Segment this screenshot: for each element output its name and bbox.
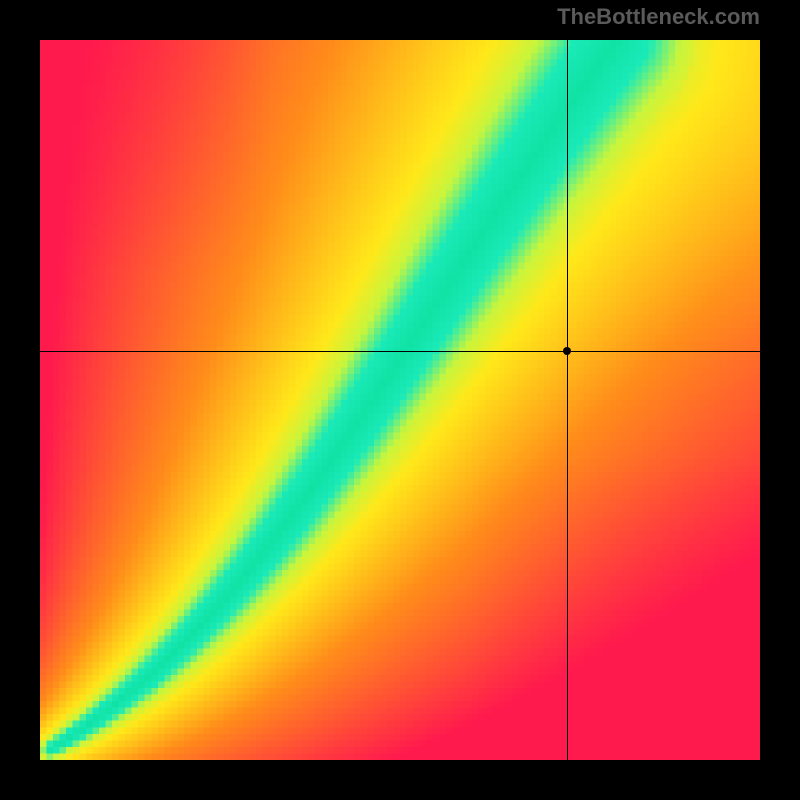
heatmap-canvas <box>40 40 760 760</box>
attribution-text: TheBottleneck.com <box>557 4 760 30</box>
plot-area <box>40 40 760 760</box>
marker-dot <box>563 347 571 355</box>
crosshair-vertical <box>567 40 568 760</box>
crosshair-horizontal <box>40 351 760 352</box>
chart-container: TheBottleneck.com <box>0 0 800 800</box>
